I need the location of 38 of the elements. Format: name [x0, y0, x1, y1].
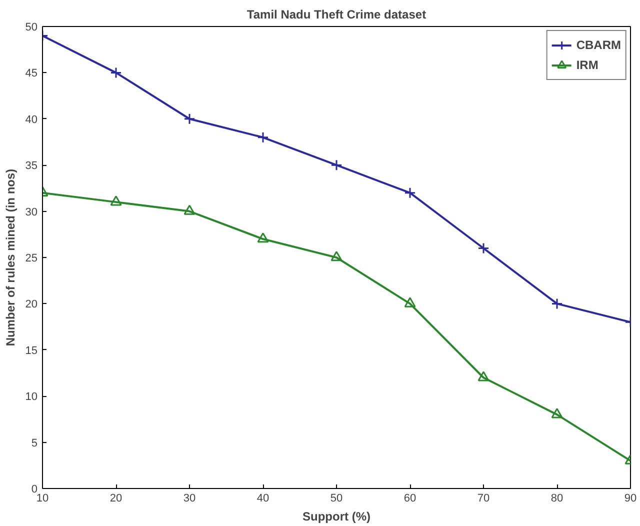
legend-label: IRM	[576, 58, 598, 72]
x-tick-label: 50	[330, 492, 343, 504]
point	[184, 204, 196, 215]
point	[330, 250, 342, 262]
x-tick-label: 40	[256, 492, 270, 504]
point	[404, 187, 416, 199]
y-tick-label: 50	[25, 22, 38, 34]
y-tick-label: 0	[31, 484, 38, 496]
y-tick-label: 35	[25, 160, 38, 172]
point	[478, 371, 490, 382]
point	[110, 196, 122, 206]
y-tick-label: 10	[25, 391, 38, 404]
y-tick-label: 20	[25, 298, 38, 311]
y-tick-label: 5	[31, 437, 38, 450]
point	[330, 159, 342, 171]
x-tick-label: 20	[110, 492, 122, 504]
x-tick-label: 60	[404, 492, 416, 504]
point	[551, 298, 563, 310]
y-tick-label: 15	[25, 344, 38, 357]
point	[257, 232, 269, 243]
chart-title: Tamil Nadu Theft Crime dataset	[246, 8, 426, 22]
x-tick-label: 70	[477, 492, 490, 504]
x-tick-label: 80	[550, 492, 564, 504]
legend-label: CBARM	[576, 38, 621, 52]
point	[184, 113, 196, 125]
point	[478, 242, 490, 254]
point	[257, 132, 269, 144]
x-tick-label: 90	[624, 492, 637, 504]
point	[404, 297, 416, 308]
y-tick-label: 30	[25, 206, 38, 218]
y-tick-label: 40	[25, 114, 38, 126]
point	[110, 66, 122, 78]
y-tick-label: 25	[25, 252, 38, 264]
y-axis-title: Number of rules mined (in nos)	[3, 168, 18, 346]
point	[551, 408, 563, 418]
y-tick-label: 45	[25, 68, 38, 80]
x-tick-label: 30	[183, 492, 196, 504]
x-axis-title: Support (%)	[302, 510, 371, 524]
